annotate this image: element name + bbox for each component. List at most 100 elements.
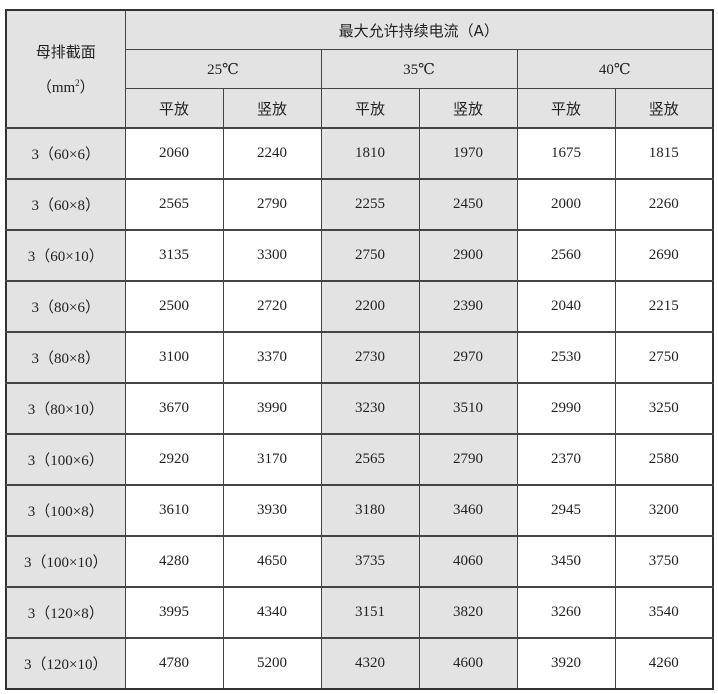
- section-cell: 3（100×6）: [5, 433, 126, 486]
- current-value-cell: 2390: [418, 280, 518, 333]
- current-value-cell: 3995: [124, 586, 224, 639]
- temp-header: 40℃: [516, 49, 714, 89]
- table-row: 3（80×8） 3100 3370 2730 2970 2530 2750: [5, 331, 714, 384]
- section-cell: 3（100×8）: [5, 484, 126, 537]
- current-value-cell: 3180: [320, 484, 420, 537]
- current-value-cell: 2040: [516, 280, 616, 333]
- current-value-cell: 2565: [320, 433, 420, 486]
- current-value-cell: 2990: [516, 382, 616, 435]
- current-value-cell: 2450: [418, 178, 518, 231]
- current-value-cell: 3230: [320, 382, 420, 435]
- section-cell: 3（80×8）: [5, 331, 126, 384]
- orientation-header: 平放: [320, 88, 420, 129]
- table-row: 3（60×8） 2565 2790 2255 2450 2000 2260: [5, 178, 714, 231]
- table-row: 3（100×10） 4280 4650 3735 4060 3450 3750: [5, 535, 714, 588]
- current-value-cell: 4600: [418, 637, 518, 690]
- current-value-cell: 4260: [614, 637, 714, 690]
- section-header: 母排截面 （mm2）: [5, 9, 126, 129]
- orientation-header: 竖放: [614, 88, 714, 129]
- current-value-cell: 3200: [614, 484, 714, 537]
- orientation-header: 竖放: [222, 88, 322, 129]
- main-title-header: 最大允许持续电流（A）: [124, 9, 714, 50]
- current-value-cell: 2060: [124, 127, 224, 180]
- orientation-header: 平放: [124, 88, 224, 129]
- current-value-cell: 2580: [614, 433, 714, 486]
- current-value-cell: 4320: [320, 637, 420, 690]
- current-value-cell: 3610: [124, 484, 224, 537]
- current-value-cell: 4060: [418, 535, 518, 588]
- current-value-cell: 3260: [516, 586, 616, 639]
- current-value-cell: 2900: [418, 229, 518, 282]
- current-value-cell: 3930: [222, 484, 322, 537]
- section-cell: 3（100×10）: [5, 535, 126, 588]
- current-value-cell: 2750: [614, 331, 714, 384]
- current-value-cell: 4340: [222, 586, 322, 639]
- current-value-cell: 3920: [516, 637, 616, 690]
- current-value-cell: 5200: [222, 637, 322, 690]
- current-value-cell: 3370: [222, 331, 322, 384]
- section-cell: 3（60×10）: [5, 229, 126, 282]
- orientation-header: 平放: [516, 88, 616, 129]
- table-row: 3（60×10） 3135 3300 2750 2900 2560 2690: [5, 229, 714, 282]
- orientation-header: 竖放: [418, 88, 518, 129]
- current-value-cell: 2945: [516, 484, 616, 537]
- section-cell: 3（60×6）: [5, 127, 126, 180]
- current-value-cell: 4650: [222, 535, 322, 588]
- current-value-cell: 3750: [614, 535, 714, 588]
- table-row: 3（60×6） 2060 2240 1810 1970 1675 1815: [5, 127, 714, 180]
- current-value-cell: 2750: [320, 229, 420, 282]
- current-value-cell: 3135: [124, 229, 224, 282]
- current-value-cell: 3151: [320, 586, 420, 639]
- current-value-cell: 3100: [124, 331, 224, 384]
- current-value-cell: 2790: [418, 433, 518, 486]
- busbar-current-table: 母排截面 （mm2） 最大允许持续电流（A） 25℃ 35℃ 40℃ 平放 竖放…: [5, 9, 714, 690]
- section-unit: （mm2）: [36, 78, 95, 96]
- current-value-cell: 2370: [516, 433, 616, 486]
- current-value-cell: 2215: [614, 280, 714, 333]
- section-cell: 3（60×8）: [5, 178, 126, 231]
- current-value-cell: 3510: [418, 382, 518, 435]
- table-row: 3（120×8） 3995 4340 3151 3820 3260 3540: [5, 586, 714, 639]
- current-value-cell: 2690: [614, 229, 714, 282]
- current-value-cell: 3460: [418, 484, 518, 537]
- table-row: 3（80×10） 3670 3990 3230 3510 2990 3250: [5, 382, 714, 435]
- current-value-cell: 2790: [222, 178, 322, 231]
- current-value-cell: 3250: [614, 382, 714, 435]
- current-value-cell: 2970: [418, 331, 518, 384]
- table-row: 3（80×6） 2500 2720 2200 2390 2040 2215: [5, 280, 714, 333]
- current-value-cell: 3735: [320, 535, 420, 588]
- current-value-cell: 2260: [614, 178, 714, 231]
- section-cell: 3（80×6）: [5, 280, 126, 333]
- temp-header: 35℃: [320, 49, 518, 89]
- current-value-cell: 2255: [320, 178, 420, 231]
- current-value-cell: 2530: [516, 331, 616, 384]
- current-value-cell: 2240: [222, 127, 322, 180]
- current-value-cell: 2920: [124, 433, 224, 486]
- table-body: 3（60×6） 2060 2240 1810 1970 1675 1815 3（60×8） 25…: [5, 127, 714, 690]
- current-value-cell: 3820: [418, 586, 518, 639]
- current-value-cell: 2565: [124, 178, 224, 231]
- current-value-cell: 2730: [320, 331, 420, 384]
- current-value-cell: 2720: [222, 280, 322, 333]
- section-cell: 3（120×8）: [5, 586, 126, 639]
- current-value-cell: 3450: [516, 535, 616, 588]
- section-cell: 3（120×10）: [5, 637, 126, 690]
- table-row: 3（120×10） 4780 5200 4320 4600 3920 4260: [5, 637, 714, 690]
- current-value-cell: 3990: [222, 382, 322, 435]
- table-row: 3（100×8） 3610 3930 3180 3460 2945 3200: [5, 484, 714, 537]
- current-value-cell: 2500: [124, 280, 224, 333]
- current-value-cell: 3670: [124, 382, 224, 435]
- current-value-cell: 4280: [124, 535, 224, 588]
- current-value-cell: 3540: [614, 586, 714, 639]
- current-value-cell: 3300: [222, 229, 322, 282]
- current-value-cell: 1970: [418, 127, 518, 180]
- temp-header: 25℃: [124, 49, 322, 89]
- current-value-cell: 2200: [320, 280, 420, 333]
- current-value-cell: 1810: [320, 127, 420, 180]
- table-row: 3（100×6） 2920 3170 2565 2790 2370 2580: [5, 433, 714, 486]
- current-value-cell: 4780: [124, 637, 224, 690]
- current-value-cell: 1815: [614, 127, 714, 180]
- section-label: 母排截面: [35, 43, 96, 61]
- section-cell: 3（80×10）: [5, 382, 126, 435]
- current-value-cell: 2000: [516, 178, 616, 231]
